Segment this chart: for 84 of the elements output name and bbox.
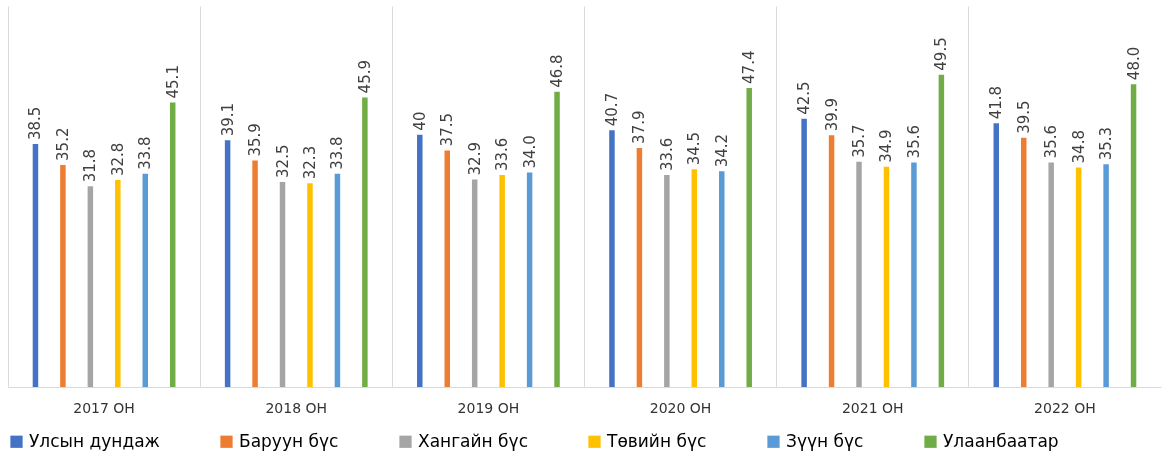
- legend-label: Улаанбаатар: [943, 430, 1059, 451]
- data-label: 33.6: [657, 137, 676, 172]
- bar: [142, 173, 149, 387]
- bar: [471, 179, 478, 387]
- data-label: 35.6: [1042, 124, 1061, 159]
- bar: [334, 173, 341, 387]
- data-label: 32.9: [465, 142, 484, 176]
- legend-label: Хангайн бүс: [418, 430, 528, 451]
- bar: [32, 144, 39, 387]
- data-label: 34.0: [520, 135, 539, 169]
- bar: [60, 164, 66, 387]
- data-label: 45.1: [163, 65, 182, 99]
- data-label: 45.9: [355, 60, 374, 94]
- data-label: 35.9: [246, 123, 265, 157]
- data-label: 40.7: [602, 92, 621, 127]
- data-label: 32.3: [300, 145, 319, 180]
- x-tick-label: 2018 ОН: [265, 399, 328, 416]
- data-label: 32.5: [273, 144, 292, 178]
- data-label: 33.8: [328, 136, 347, 170]
- bar: [636, 147, 643, 387]
- bar: [1048, 162, 1054, 387]
- x-tick-label: 2020 ОН: [649, 399, 712, 416]
- data-label: 46.8: [548, 54, 567, 88]
- bar: [856, 161, 862, 387]
- data-label: 33.6: [493, 137, 512, 172]
- bar: [307, 183, 313, 387]
- legend-label: Зүүн бүс: [786, 430, 864, 451]
- bar: [362, 97, 368, 387]
- bar: [115, 180, 121, 387]
- bar: [691, 169, 698, 387]
- legend-label: Баруун бүс: [239, 430, 339, 451]
- bar: [554, 91, 560, 387]
- data-label: 47.4: [740, 50, 759, 84]
- data-label: 35.2: [53, 127, 72, 161]
- data-label: 34.2: [712, 133, 731, 168]
- data-label: 34.9: [877, 129, 896, 163]
- data-label: 38.5: [26, 106, 45, 141]
- legend-label: Төвийн бүс: [606, 430, 707, 451]
- bar: [911, 162, 917, 387]
- data-label: 35.6: [904, 124, 923, 159]
- bar: [444, 150, 450, 387]
- data-label: 39.9: [822, 97, 841, 132]
- bar: [224, 140, 231, 387]
- data-label: 35.7: [850, 124, 869, 158]
- bar: [883, 166, 890, 387]
- data-label: 41.8: [987, 85, 1006, 120]
- data-label: 39.5: [1014, 100, 1033, 134]
- data-label: 39.1: [218, 102, 237, 137]
- bar: [1130, 84, 1137, 387]
- data-label: 34.8: [1069, 130, 1088, 164]
- bar: [828, 135, 835, 387]
- data-label: 31.8: [81, 148, 100, 183]
- bar: [252, 160, 258, 387]
- data-label: 37.5: [438, 113, 457, 147]
- x-tick-label: 2017 ОН: [73, 399, 135, 416]
- bar: [279, 181, 286, 387]
- data-label: 32.8: [108, 142, 127, 177]
- bar: [87, 186, 94, 387]
- bar: [1103, 164, 1109, 387]
- bar: [719, 171, 725, 387]
- bar: [169, 102, 176, 387]
- bar: [526, 172, 533, 387]
- bar: [801, 118, 807, 387]
- x-tick-label: 2022 ОН: [1034, 399, 1096, 416]
- data-label: 40: [410, 111, 429, 131]
- bar: [993, 123, 1000, 387]
- data-label: 33.8: [136, 136, 155, 170]
- data-label: 48.0: [1124, 46, 1143, 81]
- x-tick-label: 2021 ОН: [841, 399, 904, 416]
- legend-label: Улсын дундаж: [29, 430, 160, 451]
- data-label: 42.5: [795, 81, 814, 115]
- bar: [609, 130, 615, 387]
- data-label: 34.5: [685, 131, 704, 166]
- bar: [746, 87, 752, 387]
- bar: [417, 134, 423, 387]
- x-tick-label: 2019 ОН: [457, 399, 520, 416]
- bar: [1020, 137, 1027, 387]
- bar: [1075, 167, 1082, 387]
- bar: [664, 175, 670, 387]
- data-label: 49.5: [932, 37, 951, 71]
- bar: [938, 74, 945, 387]
- data-label: 35.3: [1097, 126, 1116, 161]
- data-label: 37.9: [630, 110, 649, 144]
- bar: [499, 175, 505, 387]
